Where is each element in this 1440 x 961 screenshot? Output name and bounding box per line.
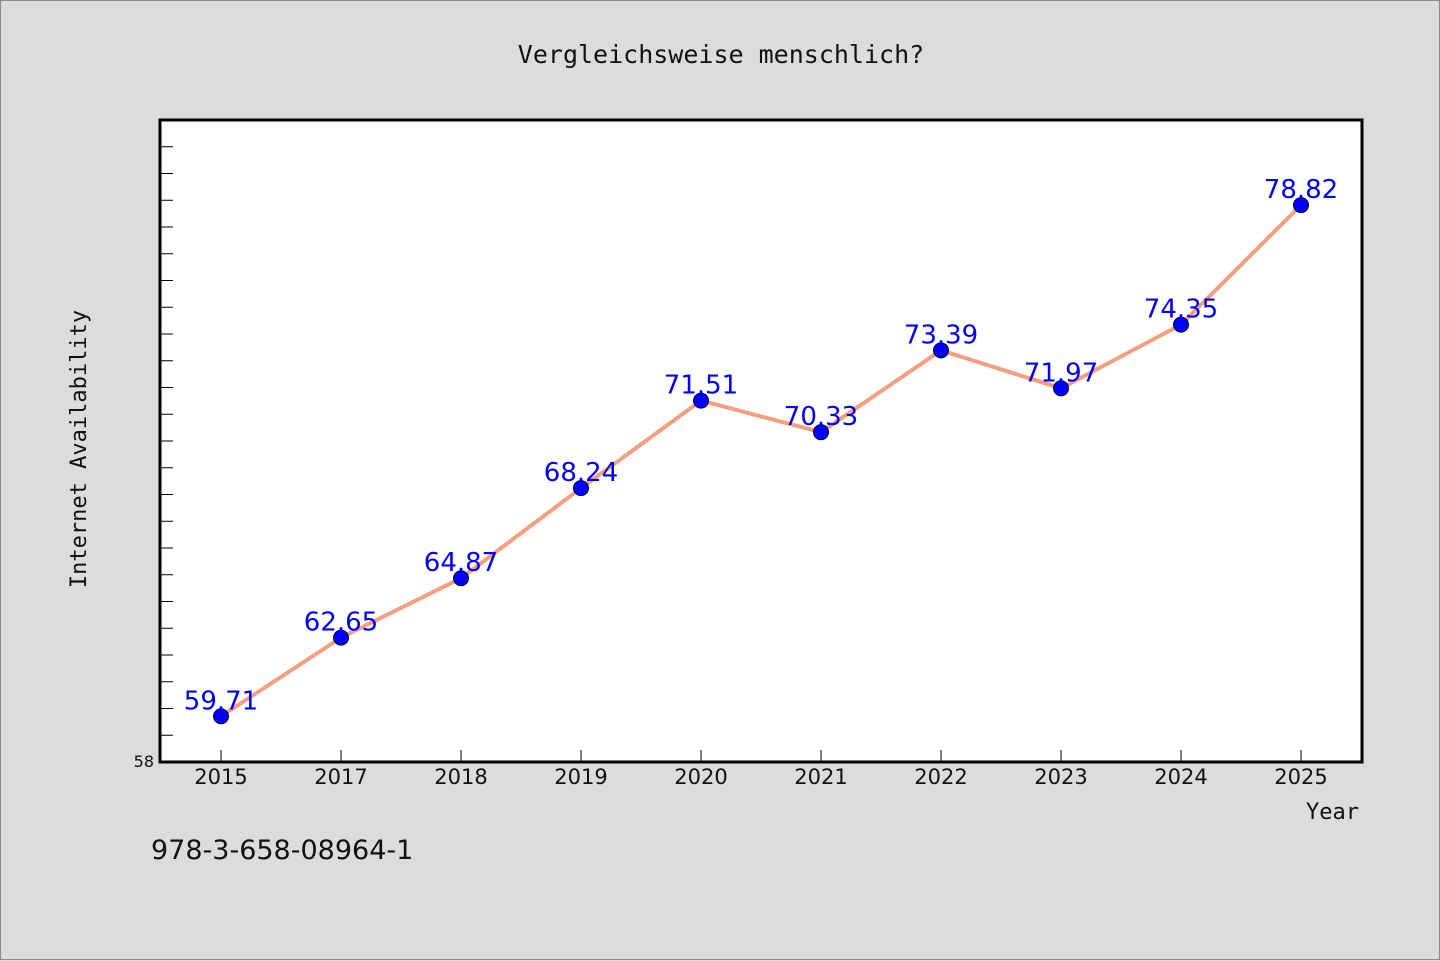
data-point xyxy=(1053,380,1069,397)
data-label: 70.33 xyxy=(784,402,858,432)
data-label: 71.51 xyxy=(664,371,738,401)
data-label: 78.82 xyxy=(1264,175,1338,205)
data-point xyxy=(333,629,349,646)
x-tick-label: 2015 xyxy=(194,765,247,789)
x-tick-label: 2025 xyxy=(1274,765,1327,789)
data-label: 62.65 xyxy=(304,608,378,638)
x-tick-label: 2019 xyxy=(554,765,607,789)
plot-area xyxy=(158,118,1364,764)
x-tick-label: 2024 xyxy=(1154,765,1207,789)
x-tick-label: 2017 xyxy=(314,765,367,789)
data-point xyxy=(453,570,469,587)
data-label: 73.39 xyxy=(904,320,978,350)
data-point xyxy=(1293,197,1309,214)
data-label: 74.35 xyxy=(1144,295,1218,325)
data-point xyxy=(813,424,829,441)
x-tick-label: 2022 xyxy=(914,765,967,789)
x-tick-label: 2021 xyxy=(794,765,847,789)
data-point xyxy=(1173,316,1189,333)
x-tick-label: 2023 xyxy=(1034,765,1087,789)
x-tick-label: 2018 xyxy=(434,765,487,789)
series-line xyxy=(219,203,1303,719)
x-axis-label: Year xyxy=(1306,800,1359,825)
x-tick-label: 2020 xyxy=(674,765,727,789)
data-point xyxy=(933,342,949,359)
data-point xyxy=(573,480,589,497)
y-tick-label: 58 xyxy=(134,752,154,771)
y-axis-label: Internet Availability xyxy=(67,310,92,588)
y-axis: 58 xyxy=(134,146,173,771)
data-label: 68.24 xyxy=(544,458,618,488)
data-label: 59.71 xyxy=(184,686,258,716)
series-group: 59.71 62.65 64.87 68.24 71.51 70.33 73.39 71.97… xyxy=(184,175,1338,725)
data-label: 64.87 xyxy=(424,548,498,578)
footer-code: 978-3-658-08964-1 xyxy=(151,835,414,866)
chart-title: Vergleichsweise menschlich? xyxy=(518,40,924,69)
data-label: 71.97 xyxy=(1024,358,1098,388)
x-axis: 2015 2017 2018 2019 2020 2021 2022 2023 2024 2025 xyxy=(194,750,1328,789)
data-point xyxy=(693,392,709,409)
data-point xyxy=(213,708,229,725)
